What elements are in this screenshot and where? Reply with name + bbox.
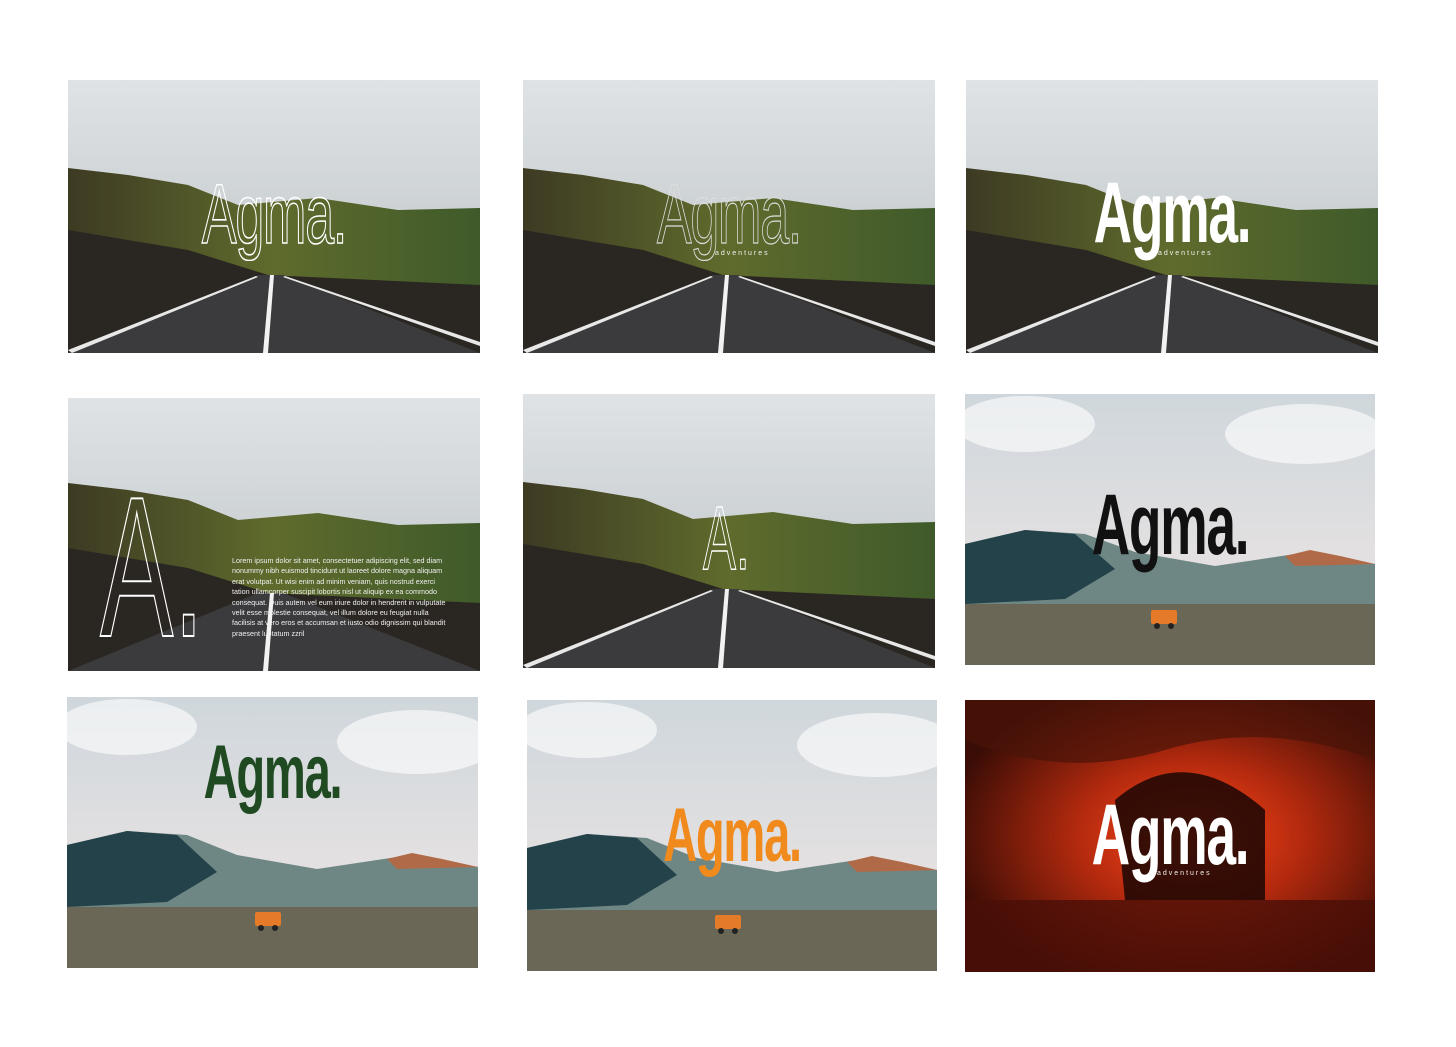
road-photo [523, 394, 935, 668]
brand-monogram: A. [703, 489, 751, 589]
brand-logo: Agma. [656, 167, 802, 261]
brand-logo: Agma. [1093, 165, 1252, 261]
road-photo [68, 398, 480, 671]
tile-cave-white-logo: Agma. adventures [965, 700, 1375, 972]
tile-road-outline-logo: Agma. [68, 80, 480, 353]
brand-logo: Agma. [201, 167, 348, 261]
road-photo [68, 80, 480, 353]
brand-logo: Agma. [1091, 477, 1250, 573]
tile-desert-green-logo: Agma. [67, 697, 478, 968]
desert-photo [67, 697, 478, 968]
tile-road-outline-logo-tagline: Agma. adventures [523, 80, 935, 353]
tile-road-monogram-text: A. Lorem ipsum dolor sit amet, consectet… [68, 398, 480, 671]
brand-tagline: adventures [1158, 250, 1213, 257]
cave-photo [965, 700, 1375, 972]
road-photo [966, 80, 1378, 353]
brand-logo: Agma. [663, 793, 802, 878]
desert-photo [965, 394, 1375, 665]
brand-monogram: A. [99, 456, 204, 671]
tile-desert-black-logo: Agma. [965, 394, 1375, 665]
tile-desert-orange-logo: Agma. [527, 700, 937, 971]
desert-photo [527, 700, 937, 971]
brand-logo: Agma. [203, 730, 343, 815]
tile-road-solid-logo: Agma. adventures [966, 80, 1378, 353]
brand-logo: Agma. [1091, 787, 1250, 883]
brand-tagline: adventures [1157, 870, 1212, 877]
brand-tagline: adventures [715, 250, 770, 257]
body-text: Lorem ipsum dolor sit amet, consectetuer… [232, 556, 446, 638]
tile-road-monogram: A. [523, 394, 935, 668]
road-photo [523, 80, 935, 353]
